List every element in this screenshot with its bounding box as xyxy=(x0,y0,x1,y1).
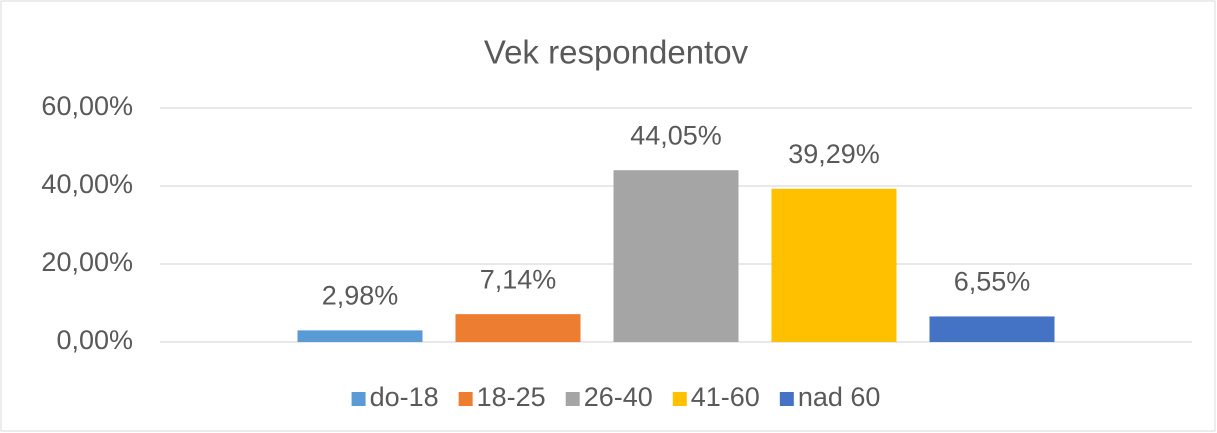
y-tick-label: 20,00% xyxy=(41,247,133,277)
legend-marker xyxy=(351,392,366,406)
legend-marker xyxy=(672,392,687,406)
legend-label: nad 60 xyxy=(798,382,881,412)
legend-marker xyxy=(565,392,580,406)
legend-marker xyxy=(779,392,794,406)
value-label: 44,05% xyxy=(630,120,722,150)
value-label: 39,29% xyxy=(788,139,880,169)
legend-label: do-18 xyxy=(370,382,439,412)
value-label: 6,55% xyxy=(954,267,1031,297)
y-tick-label: 60,00% xyxy=(41,91,133,121)
y-tick-label: 0,00% xyxy=(56,325,133,355)
y-tick-label: 40,00% xyxy=(41,169,133,199)
bar xyxy=(297,330,423,342)
bar xyxy=(929,316,1055,342)
bar xyxy=(613,170,739,342)
legend-marker xyxy=(458,392,473,406)
legend-label: 41-60 xyxy=(691,382,760,412)
legend-label: 18-25 xyxy=(477,382,546,412)
bar xyxy=(771,188,897,342)
legend-label: 26-40 xyxy=(584,382,653,412)
value-label: 7,14% xyxy=(480,264,557,294)
chart-title: Vek respondentov xyxy=(484,34,749,71)
bar xyxy=(455,314,581,342)
value-label: 2,98% xyxy=(322,281,399,311)
